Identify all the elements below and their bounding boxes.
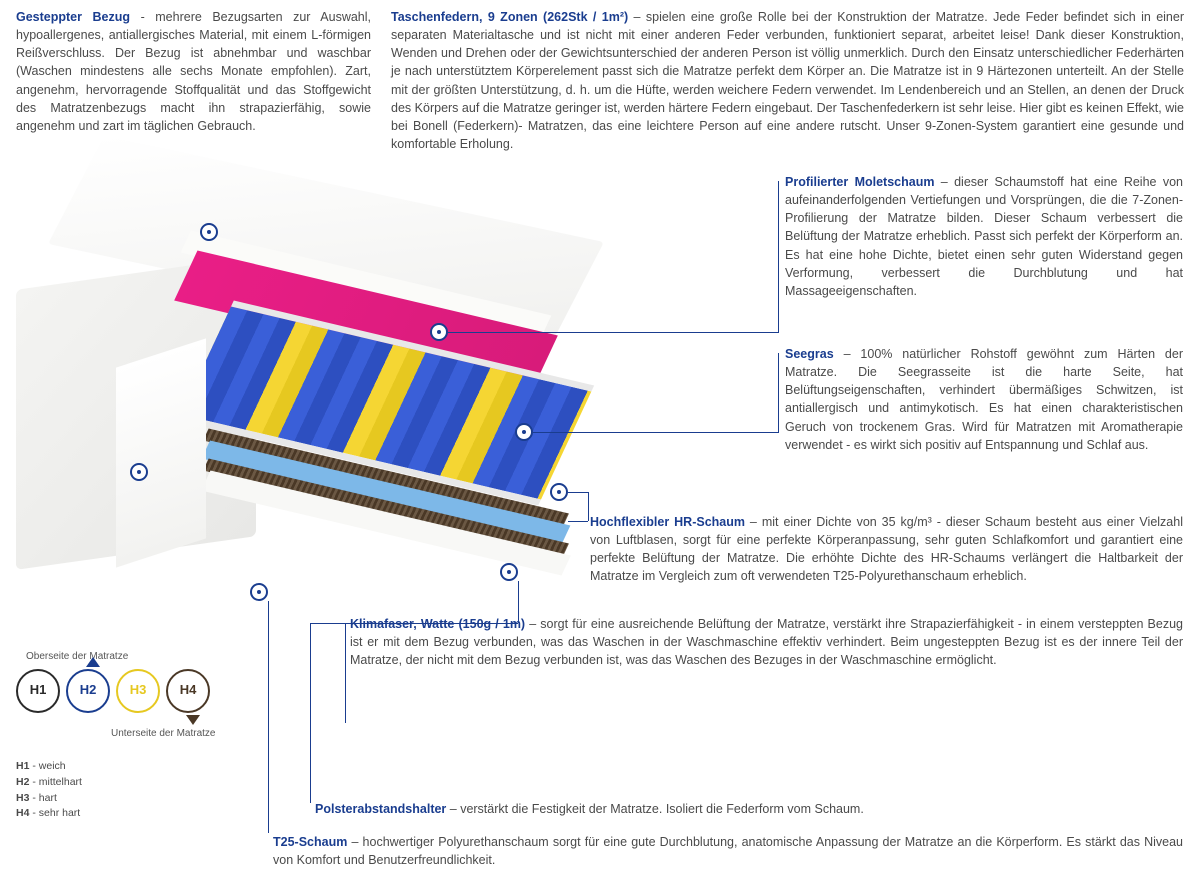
leader-line xyxy=(310,623,311,803)
callout-title: Hochflexibler HR-Schaum xyxy=(590,515,745,529)
marker-icon xyxy=(250,583,268,601)
marker-icon xyxy=(430,323,448,341)
callout-title: Polsterabstandshalter xyxy=(315,802,446,816)
legend-top-label: Oberseite der Matratze xyxy=(26,650,276,665)
marker-icon xyxy=(515,423,533,441)
cover-text: - mehrere Bezugsarten zur Auswahl, hypoa… xyxy=(16,10,371,133)
leader-line xyxy=(778,181,779,333)
hardness-legend: Oberseite der Matratze H1 H2 H3 H4 Unter… xyxy=(16,650,276,822)
leader-line xyxy=(568,492,588,493)
leader-line xyxy=(310,623,345,624)
hardness-item: H3 - hart xyxy=(16,791,276,807)
hardness-item: H1 - weich xyxy=(16,759,276,775)
callout-hr: Hochflexibler HR-Schaum – mit einer Dich… xyxy=(590,513,1183,586)
hardness-circle-h4: H4 xyxy=(166,669,210,713)
callout-seegras: Seegras – 100% natürlicher Rohstoff gewö… xyxy=(785,345,1183,454)
arrow-up-icon xyxy=(86,657,100,667)
callout-title: Klimafaser, Watte (150g / 1m) xyxy=(350,617,525,631)
callout-text: – 100% natürlicher Rohstoff gewöhnt zum … xyxy=(785,347,1183,452)
cover-description: Gesteppter Bezug - mehrere Bezugsarten z… xyxy=(16,8,371,153)
leader-line xyxy=(448,332,778,333)
callout-molet: Profilierter Moletschaum – dieser Schaum… xyxy=(785,173,1183,300)
mattress-illustration xyxy=(16,173,586,593)
callout-title: Profilierter Moletschaum xyxy=(785,175,934,189)
hardness-circle-h3: H3 xyxy=(116,669,160,713)
leader-line xyxy=(533,432,778,433)
callout-title: T25-Schaum xyxy=(273,835,347,849)
callout-text: – dieser Schaumstoff hat eine Reihe von … xyxy=(785,175,1183,298)
leader-line xyxy=(345,623,346,723)
hardness-circle-h1: H1 xyxy=(16,669,60,713)
callout-title: Seegras xyxy=(785,347,834,361)
hardness-item: H4 - sehr hart xyxy=(16,806,276,822)
cover-title: Gesteppter Bezug xyxy=(16,10,130,24)
leader-line xyxy=(588,492,589,521)
hardness-list: H1 - weich H2 - mittelhart H3 - hart H4 … xyxy=(16,759,276,822)
marker-icon xyxy=(500,563,518,581)
arrow-down-icon xyxy=(186,715,200,725)
leader-line xyxy=(778,353,779,433)
marker-icon xyxy=(200,223,218,241)
springs-description: Taschenfedern, 9 Zonen (262Stk / 1m²) – … xyxy=(391,8,1184,153)
legend-circles: H1 H2 H3 H4 xyxy=(16,669,276,713)
mattress-front-panel xyxy=(116,338,206,567)
legend-bottom-label: Unterseite der Matratze xyxy=(111,727,276,742)
callout-polster: Polsterabstandshalter – verstärkt die Fe… xyxy=(315,800,1183,818)
callout-text: – verstärkt die Festigkeit der Matratze.… xyxy=(446,802,864,816)
diagram-area: Profilierter Moletschaum – dieser Schaum… xyxy=(0,153,1200,713)
marker-icon xyxy=(550,483,568,501)
hardness-circle-h2: H2 xyxy=(66,669,110,713)
callout-text: – hochwertiger Polyurethanschaum sorgt f… xyxy=(273,835,1183,867)
callout-t25: T25-Schaum – hochwertiger Polyurethansch… xyxy=(273,833,1183,869)
leader-line xyxy=(568,521,588,522)
marker-icon xyxy=(130,463,148,481)
springs-text: – spielen eine große Rolle bei der Konst… xyxy=(391,10,1184,151)
callout-klima: Klimafaser, Watte (150g / 1m) – sorgt fü… xyxy=(350,615,1183,669)
hardness-item: H2 - mittelhart xyxy=(16,775,276,791)
springs-title: Taschenfedern, 9 Zonen (262Stk / 1m²) xyxy=(391,10,628,24)
